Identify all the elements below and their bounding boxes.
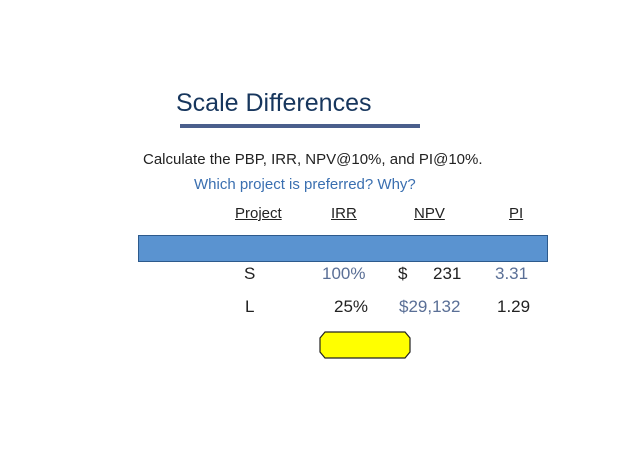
row-s-npv: 231 (433, 264, 462, 283)
yellow-highlight-shape (319, 331, 411, 359)
slide-title: Scale Differences (176, 89, 372, 117)
header-irr: IRR (331, 205, 357, 222)
header-npv: NPV (414, 205, 445, 222)
row-l-pi: 1.29 (497, 297, 531, 316)
row-l-irr: 25% (334, 297, 369, 316)
blue-band (138, 235, 548, 262)
row-l-project: L (245, 297, 255, 316)
header-project: Project (235, 205, 282, 222)
row-s-npv-symbol: $ (398, 264, 408, 283)
title-underline (180, 124, 420, 128)
prompt-text: Calculate the PBP, IRR, NPV@10%, and PI@… (143, 151, 483, 168)
header-pi: PI (509, 205, 524, 222)
row-s-pi: 3.31 (495, 264, 529, 283)
row-s-irr: 100% (322, 264, 366, 283)
question-text: Which project is preferred? Why? (194, 176, 416, 193)
row-s-project: S (244, 264, 256, 283)
row-l-npv: $29,132 (399, 297, 461, 316)
